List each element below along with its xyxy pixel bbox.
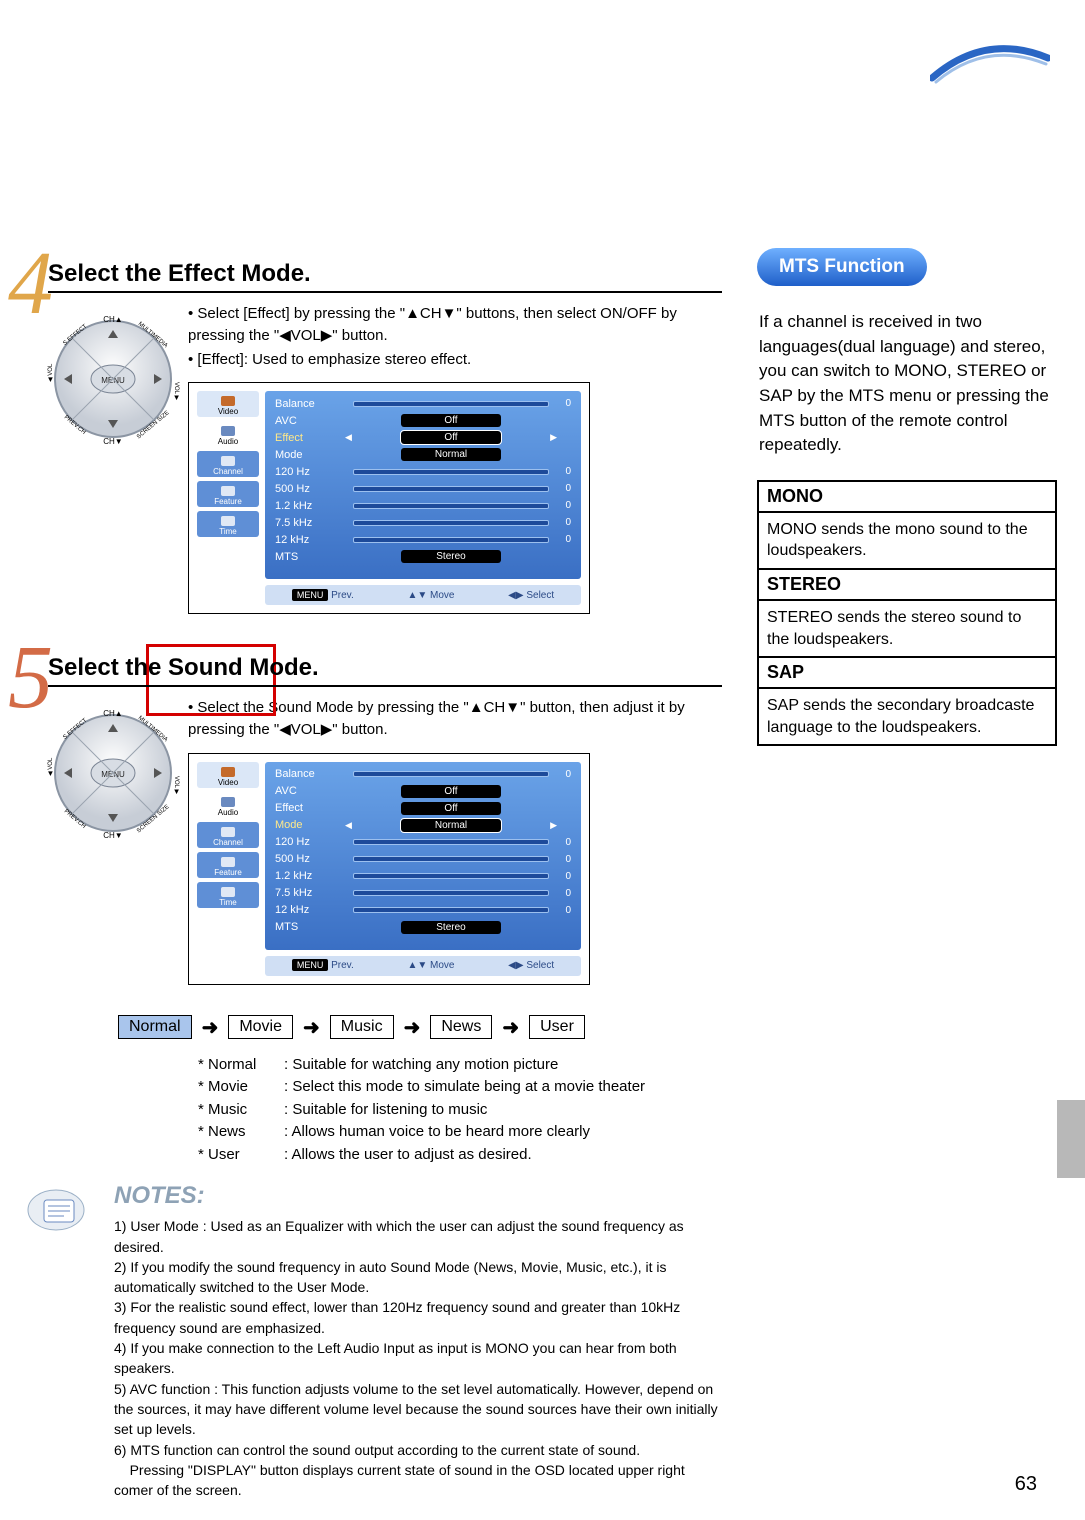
- mode-desc-row: * News: Allows human voice to be heard m…: [198, 1121, 722, 1144]
- notes-heading: NOTES:: [114, 1182, 722, 1210]
- mode-desc-row: * Normal: Suitable for watching any moti…: [198, 1054, 722, 1077]
- svg-text:◀ VOL: ◀ VOL: [48, 363, 54, 382]
- mode-desc-row: * User: Allows the user to adjust as des…: [198, 1144, 722, 1167]
- svg-text:CH▼: CH▼: [103, 437, 122, 446]
- svg-text:MENU: MENU: [101, 376, 125, 385]
- svg-text:CH▲: CH▲: [103, 709, 122, 718]
- osd-row: ModeNormal: [275, 446, 571, 463]
- arrow-icon: ➜: [404, 1015, 421, 1040]
- osd-row: 120 Hz0: [275, 834, 571, 851]
- note-line: 1) User Mode : Used as an Equalizer with…: [114, 1216, 722, 1257]
- svg-text:VOL ▶: VOL ▶: [173, 382, 179, 400]
- remote-dpad-illustration: MENU CH▲ CH▼ ◀ VOL VOL ▶ S.EFFECT MULTIM…: [46, 706, 181, 841]
- osd-row: Effect◀Off▶: [275, 429, 571, 446]
- osd-tab-feature: Feature: [197, 481, 259, 507]
- bullet: • Select [Effect] by pressing the "▲CH▼"…: [188, 303, 722, 347]
- mts-term: MONO: [759, 482, 1055, 513]
- corner-decoration: [930, 30, 1050, 88]
- osd-tab-feature: Feature: [197, 852, 259, 878]
- osd-row: MTSStereo: [275, 919, 571, 936]
- osd-tab-audio: Audio: [197, 421, 259, 447]
- osd-bottom-bar: MENU Prev. ▲▼ Move◀▶ Select: [265, 956, 581, 976]
- arrow-icon: ➜: [202, 1015, 219, 1040]
- side-tab-stripe: [1057, 1100, 1085, 1178]
- osd-row: Balance0: [275, 395, 571, 412]
- osd-screenshot-effect: Video Audio Channel Feature Time Balance0AVCO…: [188, 382, 590, 614]
- svg-text:MENU: MENU: [101, 770, 125, 779]
- osd-row: 120 Hz0: [275, 463, 571, 480]
- svg-text:◀ VOL: ◀ VOL: [48, 757, 54, 776]
- osd-row: 12 kHz0: [275, 902, 571, 919]
- osd-row: 1.2 kHz0: [275, 868, 571, 885]
- note-line: 6) MTS function can control the sound ou…: [114, 1440, 722, 1501]
- osd-row: 7.5 kHz0: [275, 885, 571, 902]
- osd-tab-channel: Channel: [197, 451, 259, 477]
- osd-bottom-bar: MENU Prev. ▲▼ Move◀▶ Select: [265, 585, 581, 605]
- osd-row: EffectOff: [275, 800, 571, 817]
- osd-row: 7.5 kHz0: [275, 514, 571, 531]
- note-line: 3) For the realistic sound effect, lower…: [114, 1297, 722, 1338]
- svg-text:CH▼: CH▼: [103, 831, 122, 840]
- osd-row: 12 kHz0: [275, 531, 571, 548]
- mts-definition: MONO sends the mono sound to the loudspe…: [759, 513, 1055, 568]
- mode-descriptions: * Normal: Suitable for watching any moti…: [198, 1054, 722, 1167]
- step-heading-effect: Select the Effect Mode.: [48, 260, 722, 293]
- arrow-icon: ➜: [502, 1015, 519, 1040]
- note-line: 5) AVC function : This function adjusts …: [114, 1379, 722, 1440]
- page-number: 63: [1015, 1473, 1037, 1496]
- mode-box: News: [430, 1015, 492, 1039]
- osd-row: MTSStereo: [275, 548, 571, 565]
- mode-desc-row: * Music: Suitable for listening to music: [198, 1099, 722, 1122]
- osd-row: AVCOff: [275, 783, 571, 800]
- mts-definition: STEREO sends the stereo sound to the lou…: [759, 601, 1055, 656]
- sidebar-title-pill: MTS Function: [757, 248, 927, 286]
- osd-tab-time: Time: [197, 882, 259, 908]
- step-heading-sound: Select the Sound Mode.: [48, 654, 722, 687]
- osd-row: AVCOff: [275, 412, 571, 429]
- osd-tab-video: Video: [197, 391, 259, 417]
- osd-row: 500 Hz0: [275, 851, 571, 868]
- osd-row: 1.2 kHz0: [275, 497, 571, 514]
- mode-box: Music: [330, 1015, 394, 1039]
- osd-row: Mode◀Normal▶: [275, 817, 571, 834]
- mts-definition: SAP sends the secondary broadcaste langu…: [759, 689, 1055, 744]
- mts-definitions-table: MONOMONO sends the mono sound to the lou…: [757, 480, 1057, 747]
- bullet: • [Effect]: Used to emphasize stereo eff…: [188, 349, 722, 371]
- mode-desc-row: * Movie: Select this mode to simulate be…: [198, 1076, 722, 1099]
- remote-dpad-illustration: MENU CH▲ CH▼ ◀ VOL VOL ▶ S.EFFECT MULTIM…: [46, 312, 181, 447]
- mode-box: Movie: [228, 1015, 293, 1039]
- osd-tab-video: Video: [197, 762, 259, 788]
- notes-icon: [22, 1182, 100, 1234]
- osd-row: Balance0: [275, 766, 571, 783]
- svg-text:VOL ▶: VOL ▶: [173, 776, 179, 794]
- osd-tab-channel: Channel: [197, 822, 259, 848]
- note-line: 2) If you modify the sound frequency in …: [114, 1257, 722, 1298]
- osd-screenshot-sound: Video Audio Channel Feature Time Balance0AVCO…: [188, 753, 590, 985]
- mode-chain: Normal ➜ Movie ➜ Music ➜ News ➜ User: [118, 1015, 722, 1040]
- osd-row: 500 Hz0: [275, 480, 571, 497]
- mode-box: User: [529, 1015, 585, 1039]
- sidebar-intro: If a channel is received in two language…: [757, 310, 1057, 458]
- arrow-icon: ➜: [303, 1015, 320, 1040]
- osd-tab-audio: Audio: [197, 792, 259, 818]
- mts-term: SAP: [759, 656, 1055, 689]
- osd-tab-time: Time: [197, 511, 259, 537]
- note-line: 4) If you make connection to the Left Au…: [114, 1338, 722, 1379]
- notes-list: 1) User Mode : Used as an Equalizer with…: [114, 1216, 722, 1500]
- svg-text:CH▲: CH▲: [103, 315, 122, 324]
- mode-box: Normal: [118, 1015, 192, 1039]
- mts-term: STEREO: [759, 568, 1055, 601]
